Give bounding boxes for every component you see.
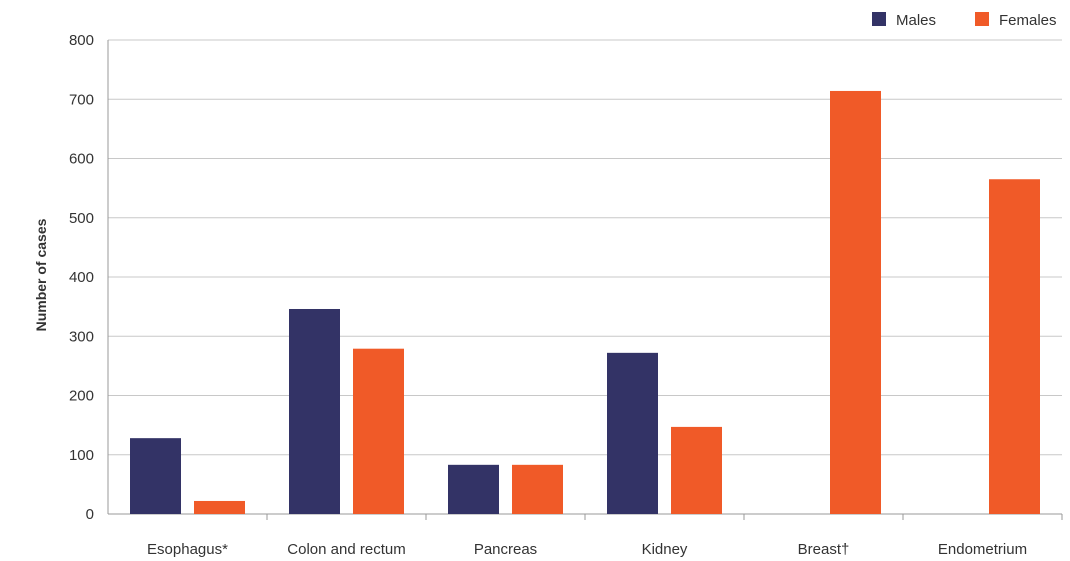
bar-females-4	[830, 90, 881, 514]
gridlines	[107, 39, 1062, 515]
bar-females-3	[671, 426, 722, 514]
bar-males-0	[130, 438, 181, 514]
legend-label-males: Males	[896, 12, 936, 29]
legend-swatch-females	[975, 12, 989, 26]
bar-males-2	[448, 464, 499, 514]
bar-females-2	[512, 464, 563, 514]
y-tick-label: 700	[69, 91, 94, 108]
x-tick-label: Pancreas	[474, 541, 537, 558]
bar-females-5	[989, 179, 1040, 515]
bar-males-3	[607, 352, 658, 514]
y-tick-label: 800	[69, 32, 94, 49]
bar-females-0	[194, 500, 245, 514]
x-tick-label: Breast†	[798, 541, 850, 558]
y-tick-label: 0	[86, 506, 94, 523]
y-tick-label: 100	[69, 447, 94, 464]
y-tick-label: 500	[69, 210, 94, 227]
x-tick-label: Esophagus*	[147, 541, 228, 558]
x-tick-label: Kidney	[642, 541, 688, 558]
y-tick-label: 400	[69, 269, 94, 286]
y-tick-label: 600	[69, 151, 94, 168]
y-tick-label: 200	[69, 388, 94, 405]
bar-males-1	[289, 308, 340, 514]
y-axis-ticks: 0 100 200 300 400 500 600 700 800	[69, 32, 94, 523]
y-tick-label: 300	[69, 328, 94, 345]
legend: Males Females	[872, 12, 1057, 29]
legend-swatch-males	[872, 12, 886, 26]
bars	[130, 90, 1040, 515]
x-axis: Esophagus* Colon and rectum Pancreas Kidney…	[147, 514, 1063, 558]
legend-label-females: Females	[999, 12, 1057, 29]
x-tick-label: Endometrium	[938, 541, 1027, 558]
x-tick-label: Colon and rectum	[287, 541, 405, 558]
y-axis-label: Number of cases	[33, 218, 49, 331]
bar-females-1	[353, 348, 404, 514]
